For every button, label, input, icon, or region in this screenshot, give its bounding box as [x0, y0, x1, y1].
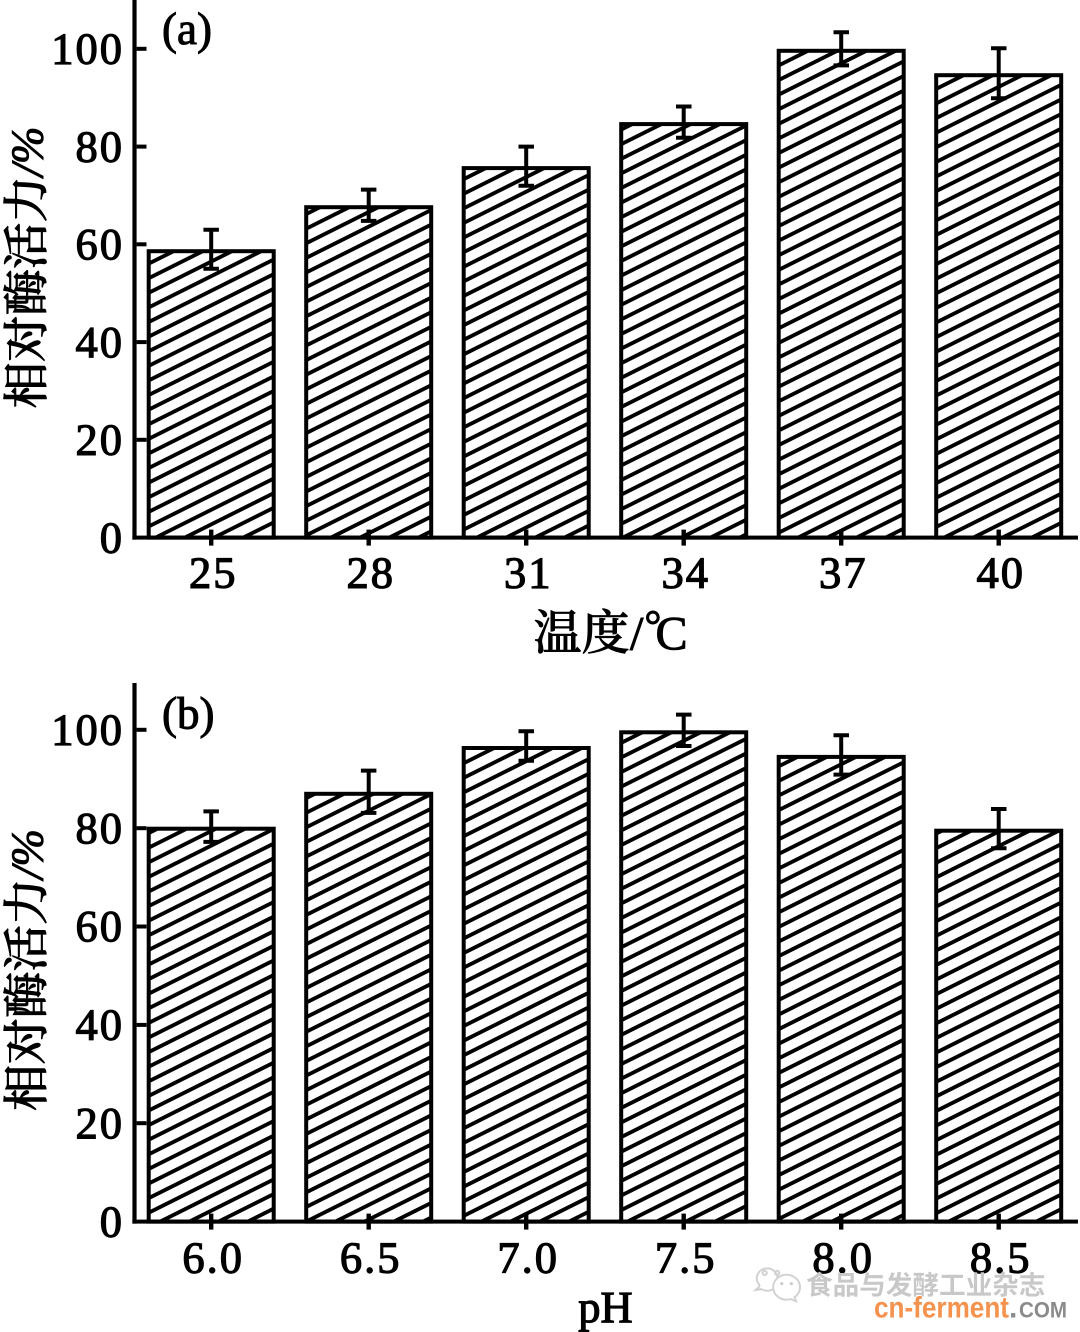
svg-text:60: 60: [76, 219, 125, 269]
svg-text:20: 20: [76, 1098, 125, 1148]
svg-text:cn-ferment: cn-ferment: [874, 1292, 1009, 1325]
svg-text:100: 100: [51, 705, 124, 755]
svg-text:COM: COM: [1019, 1298, 1067, 1323]
svg-text:28: 28: [346, 548, 395, 598]
svg-text:25: 25: [189, 548, 238, 598]
svg-text:°: °: [645, 604, 662, 650]
svg-text:31: 31: [504, 548, 553, 598]
svg-text:(a): (a): [162, 4, 212, 54]
svg-text:.: .: [1009, 1292, 1017, 1325]
svg-text:0: 0: [100, 1196, 124, 1246]
svg-text:/: /: [630, 608, 644, 661]
svg-text:34: 34: [661, 548, 710, 598]
svg-text:/%: /%: [3, 127, 53, 180]
svg-text:37: 37: [819, 548, 868, 598]
svg-text:6.5: 6.5: [340, 1233, 402, 1283]
svg-text:C: C: [656, 608, 688, 661]
svg-text:8.0: 8.0: [812, 1233, 874, 1283]
svg-text:40: 40: [76, 1000, 125, 1050]
svg-text:80: 80: [76, 803, 125, 853]
svg-text:20: 20: [76, 415, 125, 465]
svg-text:pH: pH: [578, 1282, 632, 1332]
svg-text:6.0: 6.0: [182, 1233, 244, 1283]
svg-text:0: 0: [100, 512, 124, 562]
svg-text:40: 40: [76, 317, 125, 367]
svg-text:100: 100: [51, 24, 124, 74]
svg-text:8.5: 8.5: [970, 1233, 1032, 1283]
svg-text:(b): (b): [162, 689, 214, 739]
svg-text:/%: /%: [3, 829, 53, 882]
svg-text:7.0: 7.0: [497, 1233, 559, 1283]
svg-text:40: 40: [976, 548, 1025, 598]
svg-text:7.5: 7.5: [655, 1233, 717, 1283]
svg-text:80: 80: [76, 121, 125, 171]
svg-text:60: 60: [76, 901, 125, 951]
